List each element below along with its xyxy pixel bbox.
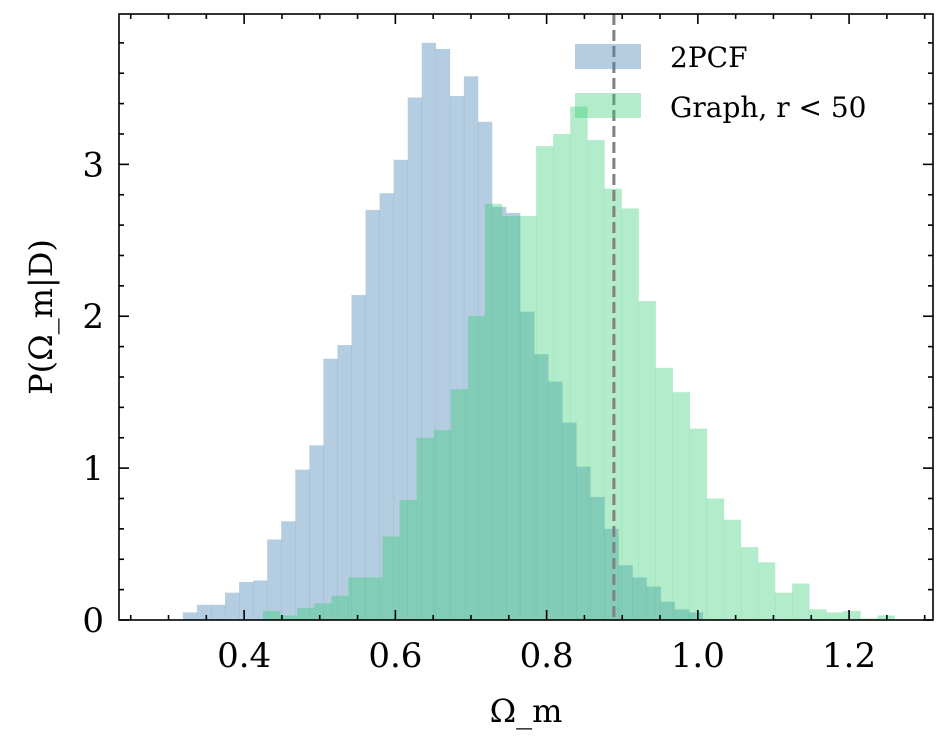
x-tick-label: 0.6: [368, 636, 422, 676]
bar-2pcf-19: [449, 96, 465, 621]
bar-2pcf-29: [590, 496, 605, 620]
bar-graph-22: [638, 301, 656, 620]
bar-2pcf-27: [562, 422, 577, 620]
bar-2pcf-13: [365, 209, 380, 620]
bar-2pcf-7: [281, 521, 296, 620]
bar-2pcf-18: [435, 48, 451, 621]
bar-graph-15: [519, 216, 537, 620]
legend-swatch-graph: [575, 93, 641, 118]
bar-2pcf-17: [421, 42, 437, 621]
legend-label-graph: Graph, r < 50: [670, 91, 866, 124]
bar-2pcf-23: [506, 212, 521, 620]
bar-2pcf-33: [646, 586, 661, 620]
bar-2pcf-22: [491, 206, 507, 621]
y-tick-label: 3: [82, 145, 104, 185]
axis-ticks: [119, 14, 933, 621]
y-tick-label: 2: [82, 297, 104, 337]
bar-graph-9: [416, 437, 435, 620]
bar-graph-31: [792, 583, 810, 620]
bar-2pcf-32: [632, 577, 647, 620]
bar-2pcf-5: [253, 580, 268, 620]
y-tick-label: 0: [82, 601, 104, 641]
y-tick-label: 1: [82, 449, 104, 489]
bar-2pcf-8: [295, 469, 310, 620]
bar-graph-32: [809, 609, 827, 620]
bar-graph-17: [553, 133, 571, 620]
x-tick-label: 0.4: [217, 636, 271, 676]
bar-2pcf-36: [688, 612, 704, 620]
bar-2pcf-34: [660, 601, 675, 620]
bar-graph-7: [382, 536, 400, 620]
bar-2pcf-26: [548, 381, 563, 620]
bar-graph-11: [450, 389, 469, 620]
bar-graph-27: [723, 519, 742, 620]
bar-2pcf-6: [267, 539, 282, 620]
plot-frame: [118, 13, 934, 621]
bar-2pcf-16: [407, 97, 423, 621]
bar-2pcf-0: [182, 612, 198, 620]
bar-graph-34: [843, 610, 861, 620]
bar-graph-26: [706, 498, 725, 620]
bar-2pcf-10: [323, 358, 338, 620]
bar-2pcf-15: [393, 159, 408, 620]
bar-2pcf-14: [379, 193, 394, 620]
x-tick-label: 0.8: [520, 636, 574, 676]
bar-graph-19: [587, 140, 605, 620]
bar-2pcf-20: [463, 76, 479, 620]
bar-graph-24: [672, 392, 691, 620]
bar-graph-25: [689, 428, 708, 620]
bar-graph-3: [314, 603, 332, 620]
bar-graph-16: [536, 146, 554, 620]
x-tick-labels: 0.4 0.6 0.8 1.0 1.2: [217, 636, 876, 676]
bar-graph-4: [331, 595, 349, 620]
bar-2pcf-2: [210, 604, 226, 620]
bar-graph-14: [501, 216, 520, 620]
bar-graph-2: [297, 607, 315, 620]
bar-2pcf-35: [674, 609, 689, 620]
y-axis-label: P(Ω_m|D): [22, 239, 60, 395]
bar-graph-29: [757, 562, 776, 620]
legend-label-2pcf: 2PCF: [670, 41, 748, 74]
bar-2pcf-3: [225, 592, 240, 620]
histogram-bars: [182, 42, 895, 621]
bar-graph-30: [775, 592, 793, 620]
legend: 2PCF Graph, r < 50: [575, 41, 866, 124]
bar-graph-18: [570, 106, 588, 621]
bar-graph-33: [826, 612, 844, 620]
x-tick-label: 1.0: [671, 636, 725, 676]
x-tick-label: 1.2: [822, 636, 876, 676]
bar-graph-1: [280, 615, 298, 620]
bar-2pcf-25: [534, 354, 549, 620]
legend-swatch-2pcf: [575, 44, 641, 69]
bar-graph-8: [399, 500, 417, 620]
bar-2pcf-11: [337, 345, 352, 620]
bar-graph-23: [655, 367, 673, 620]
bar-2pcf-28: [576, 466, 591, 620]
bar-graph-28: [740, 547, 759, 620]
y-tick-labels: 0 1 2 3: [82, 145, 104, 641]
bar-2pcf-1: [196, 604, 212, 620]
bar-graph-0: [263, 610, 281, 620]
bar-graph-5: [348, 577, 366, 620]
bar-graph-10: [433, 430, 452, 620]
bar-2pcf-21: [477, 121, 493, 620]
bar-graph-6: [365, 577, 383, 620]
bar-2pcf-12: [351, 294, 366, 620]
bar-graph-12: [467, 316, 486, 620]
bar-2pcf-4: [239, 582, 254, 620]
bar-2pcf-9: [309, 445, 324, 620]
bar-graph-21: [621, 208, 639, 621]
bar-graph-13: [484, 203, 503, 621]
x-axis-label: Ω_m: [490, 692, 563, 730]
bar-2pcf-31: [618, 565, 633, 620]
bar-2pcf-24: [520, 311, 535, 620]
